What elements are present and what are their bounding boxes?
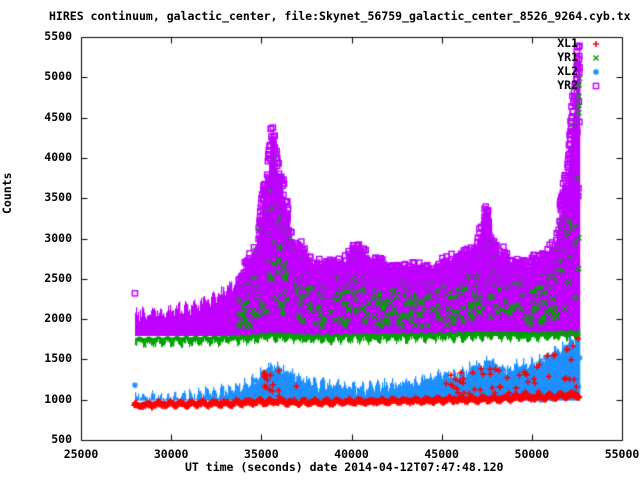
y-tick-label: 4000 — [44, 149, 72, 164]
y-tick-label: 5000 — [44, 69, 72, 84]
y-tick-label: 3500 — [44, 190, 72, 205]
y-tick-label: 4500 — [44, 109, 72, 124]
x-tick-label: 30000 — [153, 447, 189, 461]
y-tick-label: 500 — [51, 432, 72, 446]
x-tick-label: 55000 — [604, 447, 640, 461]
legend-entry-xl1: XL1 — [557, 36, 578, 50]
x-tick-label: 35000 — [244, 447, 279, 461]
page-title: HIRES continuum, galactic_center, file:S… — [49, 9, 631, 23]
y-tick-label: 5500 — [44, 29, 72, 43]
legend-entry-yr2: YR2 — [557, 78, 578, 92]
y-tick-label: 2000 — [44, 311, 72, 326]
x-tick-label: 40000 — [334, 447, 369, 461]
x-tick-label: 50000 — [514, 447, 550, 461]
y-tick-label: 1000 — [44, 391, 72, 406]
y-tick-label: 3000 — [44, 230, 72, 245]
legend-entry-yr1: YR1 — [557, 50, 578, 64]
x-tick-label: 45000 — [424, 447, 459, 461]
x-tick-label: 25000 — [63, 447, 99, 461]
y-tick-label: 1500 — [44, 351, 72, 366]
legend-entry-xl2: XL2 — [557, 64, 578, 78]
y-tick-label: 2500 — [44, 270, 72, 285]
x-axis-label: UT time (seconds) date 2014-04-12T07:47:… — [185, 460, 504, 474]
